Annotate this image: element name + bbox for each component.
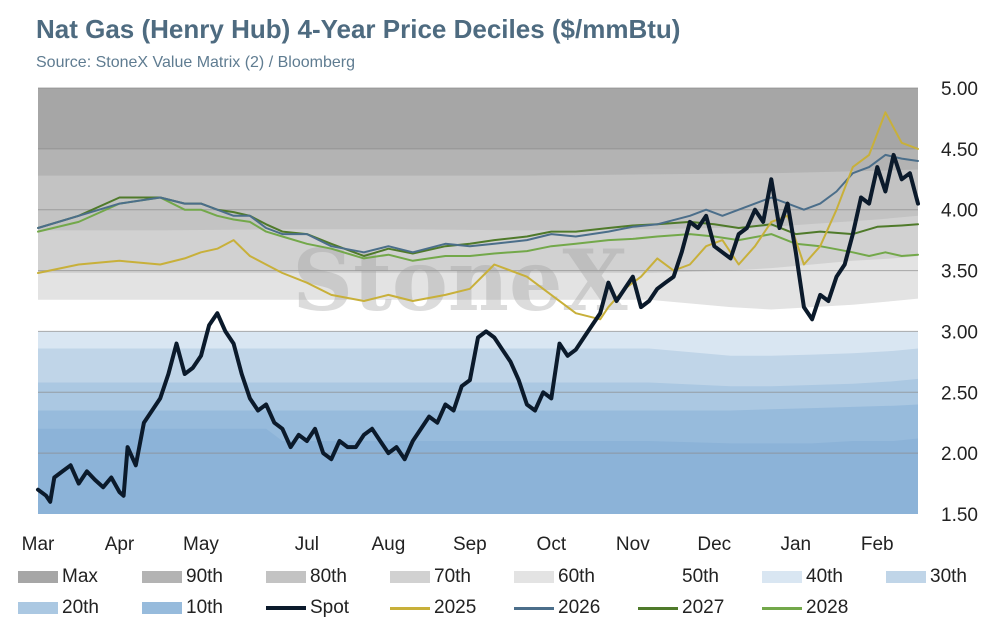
legend-label-40th: 40th (806, 566, 843, 587)
x-tick-label-2: May (183, 534, 219, 555)
band-min (38, 504, 918, 514)
legend-item-2026: 2026 (514, 597, 600, 619)
legend-label-20th: 20th (62, 597, 99, 618)
band-10th-lower (38, 428, 918, 514)
series-line-spot (36, 152, 920, 504)
legend-label-spot: Spot (310, 597, 350, 618)
legend-swatch-2026 (514, 606, 554, 610)
x-tick-label-7: Nov (616, 534, 650, 555)
legend-swatch-2027 (638, 606, 678, 610)
legend-label-2026: 2026 (558, 597, 601, 618)
chart-plot: StoneX 5.004.504.003.503.002.502.001.50 … (22, 79, 978, 555)
x-tick-label-10: Feb (861, 534, 894, 555)
legend-swatch-2025 (390, 606, 430, 610)
legend-item-40th: 40th (762, 566, 843, 588)
legend-label-2025: 2025 (434, 597, 477, 618)
legend-label-10th: 10th (186, 597, 223, 618)
legend-item-50th: 50th (638, 566, 719, 588)
series-line-2026 (37, 153, 919, 254)
legend-item-20th: 20th (18, 597, 99, 619)
x-tick-label-3: Jul (295, 534, 319, 555)
x-tick-label-9: Jan (780, 534, 811, 555)
y-tick-label-2: 4.00 (941, 201, 978, 222)
y-axis-ticks: 5.00 4.50 4.00 3.50 3.00 2.50 2.00 1.50 (941, 79, 978, 526)
legend-swatch-spot (266, 606, 306, 610)
legend-label-2028: 2028 (806, 597, 849, 618)
decile-bands (38, 88, 918, 515)
legend-label-60th: 60th (558, 566, 595, 587)
y-tick-label-3: 3.50 (941, 262, 978, 283)
legend-item-2028: 2028 (762, 597, 848, 619)
legend-swatch-30th (886, 571, 926, 583)
legend-item-70th: 70th (390, 566, 471, 588)
y-tick-label-0: 5.00 (941, 79, 978, 100)
legend-label-50th: 50th (682, 566, 719, 587)
legend-item-30th: 30th (886, 566, 967, 588)
price-series (36, 111, 920, 504)
legend-label-80th: 80th (310, 566, 347, 587)
legend-item-60th: 60th (514, 566, 595, 588)
legend-label-70th: 70th (434, 566, 471, 587)
legend-swatch-40th (762, 571, 802, 583)
y-tick-label-1: 4.50 (941, 140, 978, 161)
legend-swatch-90th (142, 571, 182, 583)
y-tick-label-7: 1.50 (941, 505, 978, 526)
chart-title: Nat Gas (Henry Hub) 4-Year Price Deciles… (36, 14, 681, 44)
y-tick-label-5: 2.50 (941, 383, 978, 404)
legend-item-2025: 2025 (390, 597, 476, 619)
x-axis-ticks: Mar Apr May Jul Aug Sep Oct Nov Dec Jan Feb (22, 534, 894, 555)
legend-item-10th: 10th (142, 597, 223, 619)
legend-label-max: Max (62, 566, 98, 587)
legend-swatch-2028 (762, 606, 802, 610)
legend-swatch-max (18, 571, 58, 583)
legend-swatch-70th (390, 571, 430, 583)
legend-swatch-60th (514, 571, 554, 583)
legend-item-spot: Spot (266, 597, 349, 619)
x-tick-label-1: Apr (105, 534, 135, 555)
legend-item-80th: 80th (266, 566, 347, 588)
legend-item-2027: 2027 (638, 597, 724, 619)
x-tick-label-8: Dec (697, 534, 731, 555)
legend-swatch-20th (18, 602, 58, 614)
legend-swatch-50th (638, 571, 678, 583)
series-line-2028 (37, 196, 919, 262)
legend-swatch-80th (266, 571, 306, 583)
series-line-2025 (37, 111, 919, 321)
legend-label-30th: 30th (930, 566, 967, 587)
y-tick-label-6: 2.00 (941, 444, 978, 465)
y-tick-label-4: 3.00 (941, 322, 978, 343)
x-tick-label-6: Oct (537, 534, 567, 555)
legend-label-90th: 90th (186, 566, 223, 587)
legend-swatch-10th (142, 602, 182, 614)
x-tick-label-4: Aug (371, 534, 405, 555)
legend-item-90th: 90th (142, 566, 223, 588)
x-tick-label-0: Mar (22, 534, 55, 555)
legend-item-max: Max (18, 566, 98, 588)
watermark-text: StoneX (292, 231, 628, 330)
x-tick-label-5: Sep (453, 534, 487, 555)
legend-label-2027: 2027 (682, 597, 725, 618)
chart-subtitle: Source: StoneX Value Matrix (2) / Bloomb… (36, 54, 355, 71)
